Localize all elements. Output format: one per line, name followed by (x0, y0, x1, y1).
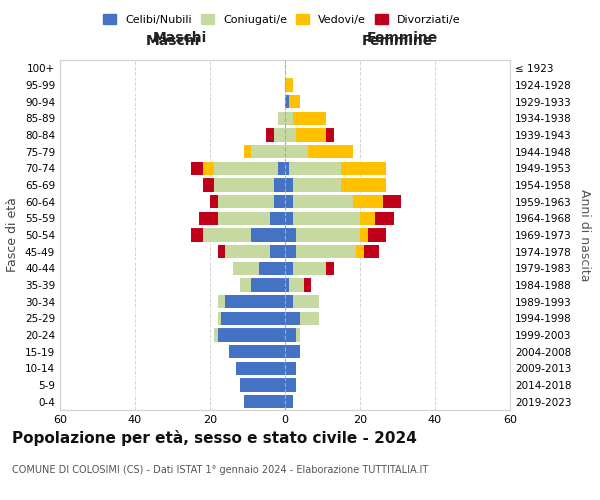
Bar (304, 278, 311, 291)
Bar (367, 228, 386, 241)
Bar (218, 245, 225, 258)
Bar (326, 128, 334, 141)
Bar (274, 128, 285, 141)
Bar (244, 395, 285, 408)
Text: Femmine: Femmine (362, 34, 433, 48)
Bar (285, 312, 300, 325)
Bar (251, 145, 285, 158)
Bar (221, 312, 285, 325)
Text: Femmine: Femmine (367, 31, 437, 45)
Bar (203, 162, 214, 175)
Bar (277, 112, 285, 125)
Bar (285, 328, 296, 342)
Bar (214, 162, 277, 175)
Bar (383, 195, 401, 208)
Bar (203, 178, 214, 192)
Bar (360, 228, 367, 241)
Bar (285, 78, 293, 92)
Bar (251, 228, 285, 241)
Bar (356, 245, 364, 258)
Bar (285, 162, 289, 175)
Bar (214, 328, 218, 342)
Bar (277, 162, 285, 175)
Bar (326, 262, 334, 275)
Y-axis label: Anni di nascita: Anni di nascita (578, 188, 591, 281)
Bar (353, 195, 383, 208)
Bar (225, 245, 270, 258)
Bar (285, 278, 289, 291)
Bar (233, 262, 259, 275)
Bar (285, 212, 293, 225)
Bar (285, 345, 300, 358)
Legend: Celibi/Nubili, Coniugati/e, Vedovi/e, Divorziati/e: Celibi/Nubili, Coniugati/e, Vedovi/e, Di… (100, 10, 464, 28)
Bar (218, 328, 285, 342)
Bar (341, 178, 386, 192)
Bar (289, 278, 304, 291)
Bar (296, 328, 300, 342)
Bar (236, 362, 285, 375)
Bar (360, 212, 375, 225)
Bar (210, 195, 218, 208)
Bar (293, 212, 360, 225)
Text: Popolazione per età, sesso e stato civile - 2024: Popolazione per età, sesso e stato civil… (12, 430, 417, 446)
Text: Maschi: Maschi (153, 31, 207, 45)
Bar (285, 362, 296, 375)
Bar (218, 195, 274, 208)
Bar (293, 178, 341, 192)
Bar (285, 128, 296, 141)
Bar (191, 228, 203, 241)
Bar (289, 95, 300, 108)
Bar (285, 245, 296, 258)
Bar (199, 212, 218, 225)
Bar (274, 195, 285, 208)
Bar (240, 278, 251, 291)
Bar (191, 162, 203, 175)
Bar (214, 178, 274, 192)
Bar (218, 295, 225, 308)
Bar (308, 145, 353, 158)
Bar (259, 262, 285, 275)
Text: Maschi: Maschi (145, 34, 200, 48)
Bar (293, 195, 353, 208)
Bar (285, 95, 289, 108)
Bar (203, 228, 251, 241)
Text: COMUNE DI COLOSIMI (CS) - Dati ISTAT 1° gennaio 2024 - Elaborazione TUTTITALIA.I: COMUNE DI COLOSIMI (CS) - Dati ISTAT 1° … (12, 465, 428, 475)
Bar (251, 278, 285, 291)
Bar (218, 212, 270, 225)
Bar (229, 345, 285, 358)
Bar (244, 145, 251, 158)
Bar (285, 178, 293, 192)
Bar (375, 212, 394, 225)
Bar (274, 178, 285, 192)
Bar (285, 145, 308, 158)
Bar (296, 128, 326, 141)
Bar (285, 228, 296, 241)
Y-axis label: Fasce di età: Fasce di età (7, 198, 19, 272)
Bar (285, 395, 293, 408)
Bar (270, 245, 285, 258)
Bar (300, 312, 319, 325)
Bar (270, 212, 285, 225)
Bar (293, 112, 326, 125)
Bar (225, 295, 285, 308)
Bar (285, 378, 296, 392)
Bar (341, 162, 386, 175)
Bar (364, 245, 379, 258)
Bar (293, 262, 326, 275)
Bar (293, 295, 319, 308)
Bar (289, 162, 341, 175)
Bar (285, 262, 293, 275)
Bar (285, 112, 293, 125)
Bar (296, 228, 360, 241)
Bar (218, 312, 221, 325)
Bar (240, 378, 285, 392)
Bar (296, 245, 356, 258)
Bar (266, 128, 274, 141)
Bar (285, 195, 293, 208)
Bar (285, 295, 293, 308)
